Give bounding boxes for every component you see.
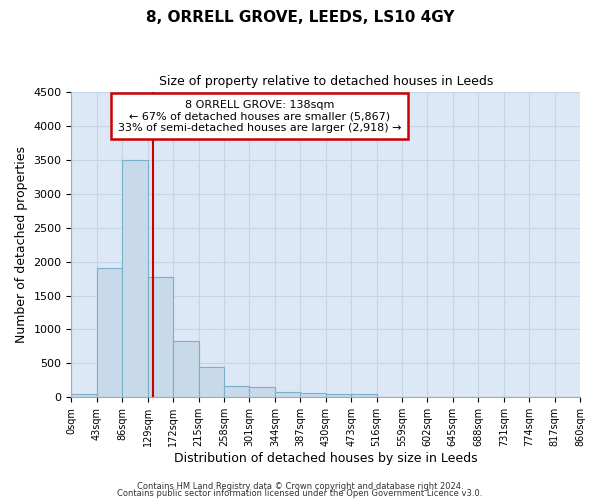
Bar [326,394,351,398]
Title: Size of property relative to detached houses in Leeds: Size of property relative to detached ho… [158,75,493,88]
Bar [199,367,224,398]
Bar [351,394,377,398]
Text: Contains public sector information licensed under the Open Government Licence v3: Contains public sector information licen… [118,489,482,498]
Bar [122,160,148,398]
Y-axis label: Number of detached properties: Number of detached properties [15,146,28,343]
Text: 8 ORRELL GROVE: 138sqm
← 67% of detached houses are smaller (5,867)
33% of semi-: 8 ORRELL GROVE: 138sqm ← 67% of detached… [118,100,401,133]
X-axis label: Distribution of detached houses by size in Leeds: Distribution of detached houses by size … [174,452,478,465]
Bar [250,387,275,398]
Bar [148,276,173,398]
Text: 8, ORRELL GROVE, LEEDS, LS10 4GY: 8, ORRELL GROVE, LEEDS, LS10 4GY [146,10,454,25]
Text: Contains HM Land Registry data © Crown copyright and database right 2024.: Contains HM Land Registry data © Crown c… [137,482,463,491]
Bar [71,394,97,398]
Bar [275,392,300,398]
Bar [97,268,122,398]
Bar [300,394,326,398]
Bar [224,386,250,398]
Bar [173,341,199,398]
